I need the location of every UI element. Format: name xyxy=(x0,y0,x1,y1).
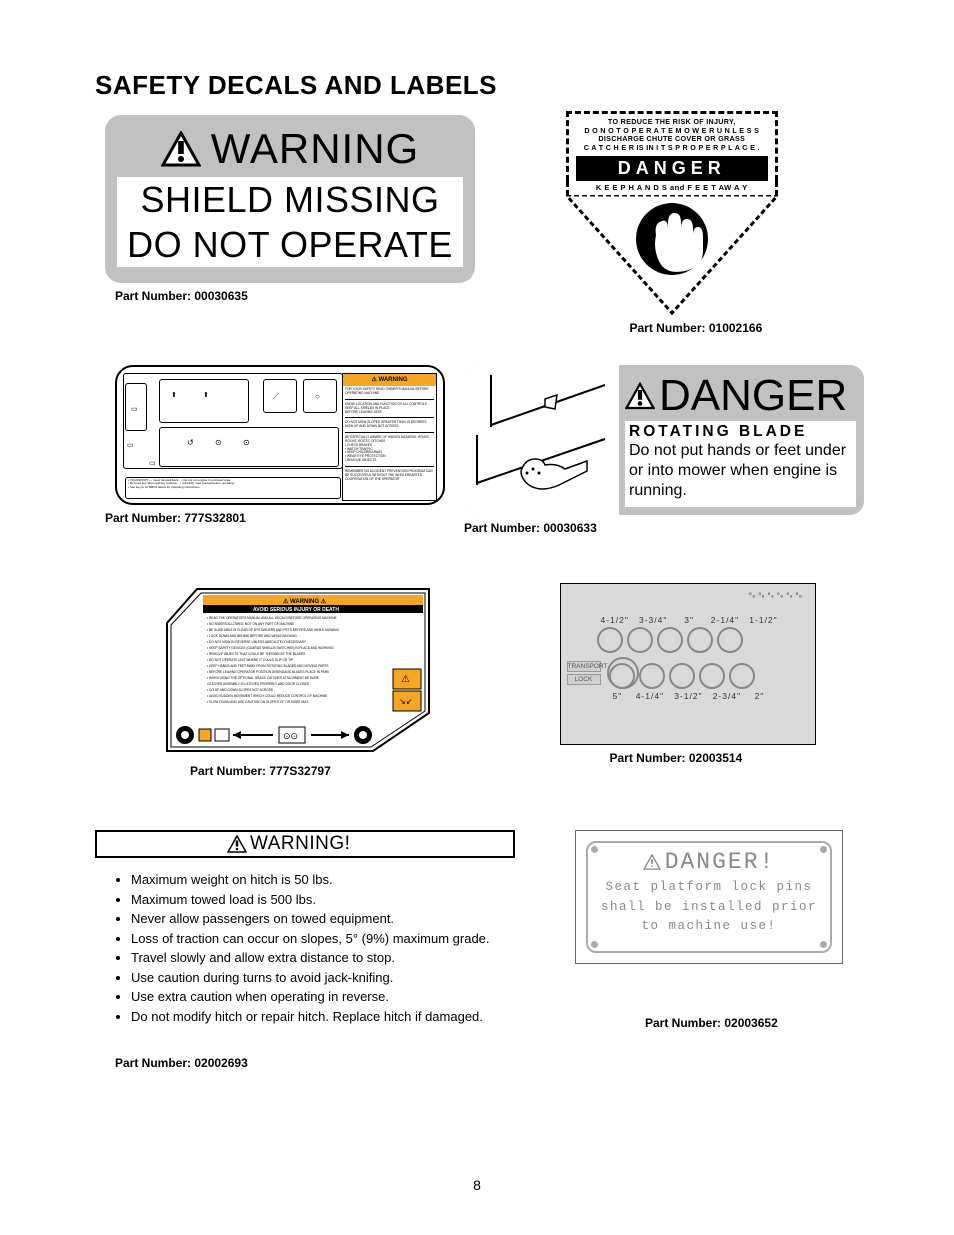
svg-text:CATCHER ASSEMBLY IS LATCHED PR: CATCHER ASSEMBLY IS LATCHED PROPERLY AND… xyxy=(207,682,310,686)
svg-text:AVOID SERIOUS INJURY OR DEATH: AVOID SERIOUS INJURY OR DEATH xyxy=(253,607,339,613)
svg-text:• BEFORE LEAVING OPERATOR POSI: • BEFORE LEAVING OPERATOR POSITION DISEN… xyxy=(207,670,330,674)
svg-text:⬆: ⬆ xyxy=(203,391,209,399)
blade-foot-icon xyxy=(467,365,617,515)
hand-badge-icon xyxy=(566,195,778,315)
svg-text:↺: ↺ xyxy=(187,438,194,447)
hitch-heading: WARNING! xyxy=(250,833,350,855)
svg-text:⬆: ⬆ xyxy=(171,391,177,399)
gauge-lock-label: LOCK xyxy=(567,674,601,685)
seat-danger-icon xyxy=(643,854,661,870)
decal-height-gauge: ⁰ₒ ⁰ₒ ⁰ₒ ⁰ₒ ⁰ₒ ⁰ₒ 4-1/2" 3-3/4" 3" 2-1/4… xyxy=(560,583,816,745)
decal-rotating-blade: DANGER ROTATING BLADE Do not put hands o… xyxy=(464,365,864,515)
partnum-02003652: Part Number: 02003652 xyxy=(645,1016,864,1030)
svg-text:↘↙: ↘↙ xyxy=(399,697,412,706)
partnum-00030635: Part Number: 00030635 xyxy=(115,289,480,303)
svg-text:• NO RIDERS ALLOWED, NOT ON AN: • NO RIDERS ALLOWED, NOT ON ANY PART OF … xyxy=(207,622,294,626)
hitch-bullet: Use caution during turns to avoid jack-k… xyxy=(131,968,513,988)
page-number: 8 xyxy=(0,1177,954,1193)
partnum-02003514: Part Number: 02003514 xyxy=(610,751,865,765)
hitch-bullet: Do not modify hitch or repair hitch. Rep… xyxy=(131,1007,513,1027)
svg-text:⚠: ⚠ xyxy=(401,674,410,685)
svg-text:• WHEN USING THE OPTIONAL GRAS: • WHEN USING THE OPTIONAL GRASS CATCHER … xyxy=(207,676,319,680)
hitch-bullet: Maximum weight on hitch is 50 lbs. xyxy=(131,870,513,890)
decal-avoid-injury: ⚠ WARNING ⚠ AVOID SERIOUS INJURY OR DEAT… xyxy=(163,583,433,758)
svg-text:○: ○ xyxy=(315,392,320,401)
svg-text:• GO UP AND DOWN SLOPES NOT AC: • GO UP AND DOWN SLOPES NOT ACROSS xyxy=(207,688,273,692)
partnum-01002166: Part Number: 01002166 xyxy=(630,321,865,335)
warning-line2: DO NOT OPERATE xyxy=(117,222,463,267)
svg-text:⊙: ⊙ xyxy=(243,438,250,447)
decal-hitch-warning: WARNING! Maximum weight on hitch is 50 l… xyxy=(95,830,515,1028)
svg-text:⊙: ⊙ xyxy=(215,438,222,447)
svg-text:• DO NOT MOW IN REVERSE UNLESS: • DO NOT MOW IN REVERSE UNLESS ABSOLUTEL… xyxy=(207,640,307,644)
decal-control-panel: • TRANSPORT — move forward/back • Do not… xyxy=(115,365,445,505)
hitch-bullet: Loss of traction can occur on slopes, 5°… xyxy=(131,929,513,949)
hitch-warning-icon xyxy=(227,835,247,853)
svg-text:⊙⊙: ⊙⊙ xyxy=(283,731,298,741)
seat-body2: shall be installed prior xyxy=(598,898,820,917)
rotating-subhead: ROTATING BLADE xyxy=(629,423,852,441)
svg-text:• BE SURE AREA IS CLEAR OF BYS: • BE SURE AREA IS CLEAR OF BYSTANDERS AN… xyxy=(207,628,339,632)
svg-text:▭: ▭ xyxy=(149,460,156,467)
svg-text:▭: ▭ xyxy=(131,406,138,413)
seat-body1: Seat platform lock pins xyxy=(598,878,820,897)
badge-sub: K E E P H A N D S and F E E T AW A Y xyxy=(566,181,778,196)
svg-text:• LOOK DOWN AND BEHIND BEFORE: • LOOK DOWN AND BEHIND BEFORE AND WHILE … xyxy=(207,634,297,638)
svg-text:• KEEP HANDS AND FEET AWAY FRO: • KEEP HANDS AND FEET AWAY FROM ROTATING… xyxy=(207,664,329,668)
svg-text:⟋: ⟋ xyxy=(273,392,279,401)
warning-triangle-icon xyxy=(161,131,201,167)
hitch-bullet: Never allow passengers on towed equipmen… xyxy=(131,909,513,929)
hitch-bullet: Travel slowly and allow extra distance t… xyxy=(131,948,513,968)
svg-text:• REMOVE OBJECTS THAT COULD BE: • REMOVE OBJECTS THAT COULD BE THROWN BY… xyxy=(207,652,305,656)
warning-heading: WARNING xyxy=(211,125,419,173)
gauge-pinholes: ⁰ₒ ⁰ₒ ⁰ₒ ⁰ₒ ⁰ₒ ⁰ₒ xyxy=(567,590,809,601)
decal-danger-badge: TO REDUCE THE RISK OF INJURY, D O N O T … xyxy=(566,111,778,315)
partnum-777S32797: Part Number: 777S32797 xyxy=(190,764,480,778)
page-title: SAFETY DECALS AND LABELS xyxy=(95,70,864,101)
gauge-transport-label: TRANSPORT xyxy=(567,661,601,672)
danger-heading: DANGER xyxy=(659,371,847,421)
hitch-bullet: Maximum towed load is 500 lbs. xyxy=(131,890,513,910)
svg-text:• DO NOT OPERATE UNIT WHERE IT: • DO NOT OPERATE UNIT WHERE IT COULD SLI… xyxy=(207,658,293,662)
partnum-777S32801: Part Number: 777S32801 xyxy=(105,511,464,525)
svg-text:⚠ WARNING ⚠: ⚠ WARNING ⚠ xyxy=(283,598,327,605)
svg-text:▭: ▭ xyxy=(127,442,134,449)
seat-heading: DANGER! xyxy=(665,849,776,875)
partnum-02002693: Part Number: 02002693 xyxy=(115,1056,515,1070)
decal-warning-shield: WARNING SHIELD MISSING DO NOT OPERATE xyxy=(105,115,475,283)
ctrl-icons: ▭ ⬆ ⬆ ⟋ ○ ↺ ⊙ ⊙ ▭ ▭ xyxy=(123,373,343,469)
danger-triangle-icon xyxy=(625,382,655,410)
hitch-bullet: Use extra caution when operating in reve… xyxy=(131,987,513,1007)
ctrl-warning-hdr: ⚠ WARNING xyxy=(343,374,436,386)
badge-top4: C A T C H E R IS IN I T S P R O P E R P … xyxy=(573,144,771,153)
ctrl-warning-body: FOR YOUR SAFETY READ OWNER'S MANUAL BEFO… xyxy=(343,386,436,483)
seat-body3: to machine use! xyxy=(598,917,820,936)
rotating-body: Do not put hands or feet under or into m… xyxy=(629,441,852,501)
decal-seat-platform: DANGER! Seat platform lock pins shall be… xyxy=(575,830,843,964)
svg-text:• KEEP SAFETY DEVICES (GUARDS: • KEEP SAFETY DEVICES (GUARDS SHIELDS SW… xyxy=(207,646,334,650)
hitch-bullet-list: Maximum weight on hitch is 50 lbs. Maxim… xyxy=(103,870,513,1026)
svg-text:• READ THE OPERATOR'S MANUAL A: • READ THE OPERATOR'S MANUAL AND ALL DEC… xyxy=(207,616,337,620)
warning-line1: SHIELD MISSING xyxy=(117,177,463,222)
svg-text:• AVOID SUDDEN MOVEMENT WHICH: • AVOID SUDDEN MOVEMENT WHICH COULD REDU… xyxy=(207,694,327,698)
danger-banner: DANGER xyxy=(576,156,768,182)
partnum-00030633: Part Number: 00030633 xyxy=(464,521,864,535)
svg-text:• SLOW DOWN AND USE CAUTION ON: • SLOW DOWN AND USE CAUTION ON SLOPES 15… xyxy=(207,700,309,704)
